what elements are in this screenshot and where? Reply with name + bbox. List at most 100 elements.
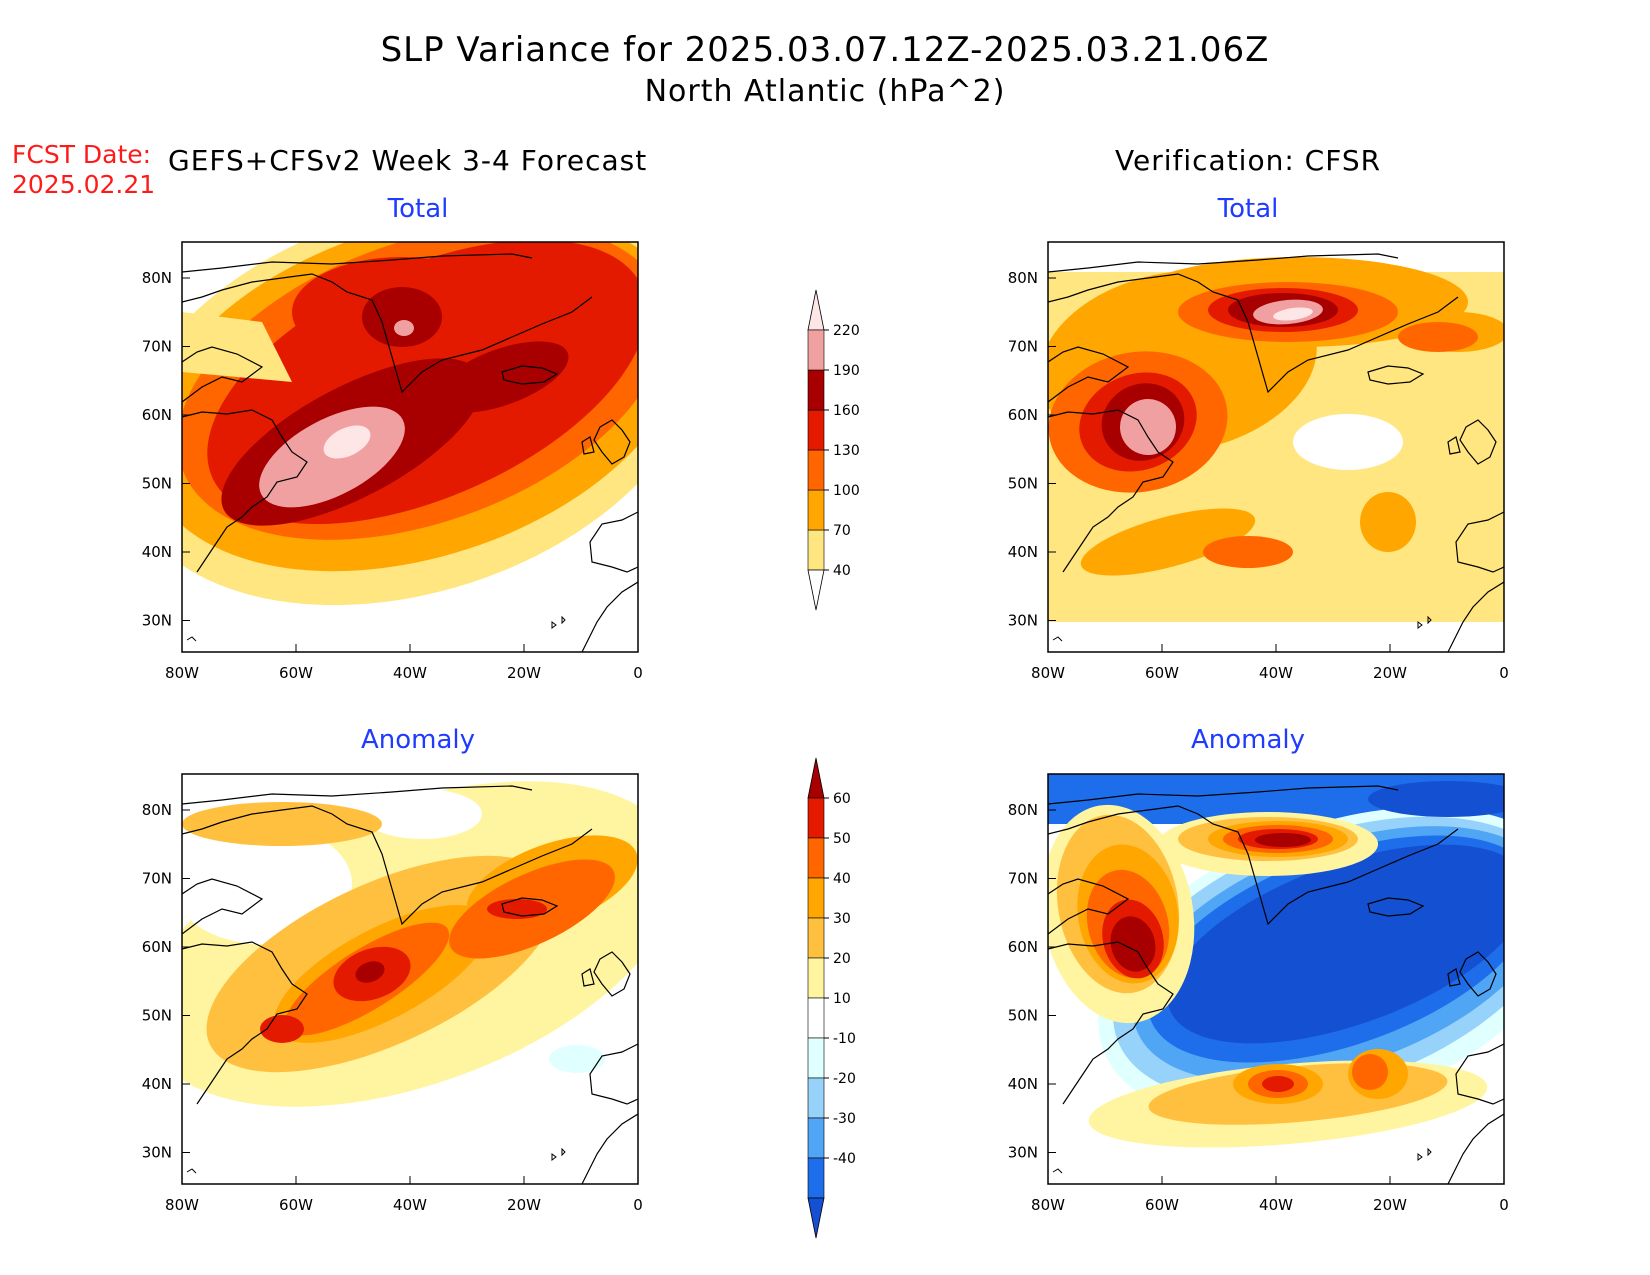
colorbar-swatch [807,1077,825,1119]
lon-tick-label: 20W [1373,664,1407,682]
lat-tick-label: 60N [1008,406,1038,424]
shade-70-100-se [1360,492,1416,552]
colorbar-swatch [807,329,825,371]
anomaly-colorbar: 60 50 40 30 20 10 -10 -20 -30 -40 [807,757,856,1239]
colorbar-swatch [807,917,825,959]
lon-tick-label: 0 [1499,664,1509,682]
anom-pos-60 [1110,916,1156,972]
lon-tick-label: 60W [279,1196,313,1214]
lat-tick-label: 50N [142,475,172,493]
lat-tick-label: 50N [1008,1007,1038,1025]
anom-pos-60-north [1255,833,1311,847]
anom-neutral-n [362,789,482,839]
lat-tick-label: 70N [142,338,172,356]
lat-tick-label: 70N [1008,870,1038,888]
verification-anomaly-map [1048,774,1504,1184]
forecast-anomaly-title: Anomaly [360,725,476,755]
lon-tick-label: 80W [165,664,199,682]
minimum-white [1293,414,1403,470]
colorbar-level-label: 100 [833,483,860,499]
lon-tick-label: 20W [507,664,541,682]
colorbar-level-label: 220 [833,323,860,339]
lon-tick-label: 60W [279,664,313,682]
anom-neg-10 [549,1045,605,1073]
lon-tick-label: 0 [633,1196,643,1214]
shade-190-north [394,320,414,336]
colorbar-level-label: 50 [833,831,851,847]
anom-pos-40-s2 [1352,1054,1388,1090]
lon-tick-label: 60W [1145,664,1179,682]
anom-20-30-north [182,802,382,846]
lat-tick-label: 30N [142,1144,172,1162]
lat-tick-label: 80N [142,801,172,819]
colorbar-level-label: 20 [833,951,851,967]
anom-neg-north [1368,781,1504,817]
lon-tick-label: 60W [1145,1196,1179,1214]
verification-anomaly-title: Anomaly [1190,725,1306,755]
colorbar-level-label: -40 [833,1151,856,1167]
lat-tick-label: 30N [1008,612,1038,630]
fcst-date-label: FCST Date: [12,140,152,169]
total-colorbar: 40 70 100 130 160 190 220 [807,289,860,611]
lat-tick-label: 80N [1008,801,1038,819]
colorbar-top-arrow [807,289,825,331]
shade-160-190-north [362,287,442,347]
lat-tick-label: 50N [142,1007,172,1025]
shade-160-190-east [435,341,569,413]
shade-70-100-south [1080,508,1256,576]
lat-tick-label: 60N [142,938,172,956]
lat-tick-label: 40N [1008,1075,1038,1093]
colorbar-swatch [807,997,825,1039]
lon-tick-label: 0 [633,664,643,682]
anom-pos-50-s1 [1262,1076,1294,1092]
lon-tick-label: 80W [165,1196,199,1214]
fcst-date-value: 2025.02.21 [12,170,156,199]
shade-100-130-south [1203,536,1293,568]
shade-220-north [1273,307,1313,321]
colorbar-level-label: 160 [833,403,860,419]
colorbar-swatch [807,837,825,879]
colorbar-level-label: 190 [833,363,860,379]
colorbar-swatch [807,1157,825,1199]
colorbar-level-label: -10 [833,1031,856,1047]
lon-tick-label: 40W [1259,664,1293,682]
lat-tick-label: 60N [142,406,172,424]
colorbar-swatch [807,529,825,571]
colorbar-level-label: -20 [833,1071,856,1087]
anom-50-60-east [487,899,547,919]
verification-total-title: Total [1217,194,1279,224]
colorbar-level-label: 40 [833,563,851,579]
lat-tick-label: 40N [1008,543,1038,561]
forecast-total-title: Total [387,194,449,224]
lon-tick-label: 0 [1499,1196,1509,1214]
shade-190-220 [1120,398,1176,455]
lat-tick-label: 80N [1008,269,1038,287]
lon-tick-label: 20W [1373,1196,1407,1214]
lon-tick-label: 40W [1259,1196,1293,1214]
colorbar-level-label: 130 [833,443,860,459]
figure-title-line2: North Atlantic (hPa^2) [644,74,1006,109]
colorbar-level-label: 60 [833,791,851,807]
lat-tick-label: 30N [1008,1144,1038,1162]
colorbar-swatch [807,957,825,999]
colorbar-level-label: -30 [833,1111,856,1127]
colorbar-swatch [807,369,825,411]
colorbar-swatch [807,797,825,839]
colorbar-bottom-arrow [807,569,825,611]
colorbar-level-label: 30 [833,911,851,927]
lat-tick-label: 40N [142,1075,172,1093]
colorbar-level-label: 40 [833,871,851,887]
verification-column-title: Verification: CFSR [1115,144,1382,177]
lon-tick-label: 80W [1031,664,1065,682]
colorbar-bottom-arrow [807,1197,825,1239]
lon-tick-label: 40W [393,1196,427,1214]
anom-neg-40-core [1167,844,1504,1044]
shade-100-130-east [1398,322,1478,352]
lat-tick-label: 70N [142,870,172,888]
forecast-column-title: GEFS+CFSv2 Week 3-4 Forecast [168,144,648,177]
lon-tick-label: 80W [1031,1196,1065,1214]
colorbar-swatch [807,449,825,491]
lat-tick-label: 40N [142,543,172,561]
colorbar-swatch [807,489,825,531]
